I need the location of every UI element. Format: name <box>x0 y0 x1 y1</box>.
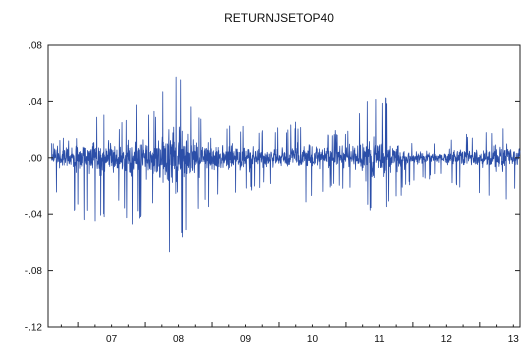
returns-line <box>50 76 521 253</box>
x-tick-label: 11 <box>374 334 385 345</box>
x-tick-label: 10 <box>307 334 319 345</box>
y-tick-label: .00 <box>28 153 42 164</box>
y-tick-label: .08 <box>28 41 42 52</box>
x-tick-label: 07 <box>106 334 118 345</box>
x-tick-label: 09 <box>240 334 252 345</box>
x-axis: 07 08 09 10 11 12 13 <box>60 322 520 345</box>
returns-series <box>50 76 521 253</box>
x-tick-label: 13 <box>508 334 520 345</box>
y-tick-label: .04 <box>28 97 42 108</box>
y-tick-label: -.04 <box>25 210 43 221</box>
y-tick-label: -.12 <box>25 323 43 334</box>
x-tick-label: 08 <box>173 334 185 345</box>
y-tick-label: -.08 <box>25 266 43 277</box>
x-tick-label: 12 <box>441 334 453 345</box>
chart-title: RETURNJSETOP40 <box>224 11 334 25</box>
plot-frame <box>47 44 521 328</box>
y-axis: .08 .04 .00 -.04 -.08 -.12 <box>25 41 520 334</box>
